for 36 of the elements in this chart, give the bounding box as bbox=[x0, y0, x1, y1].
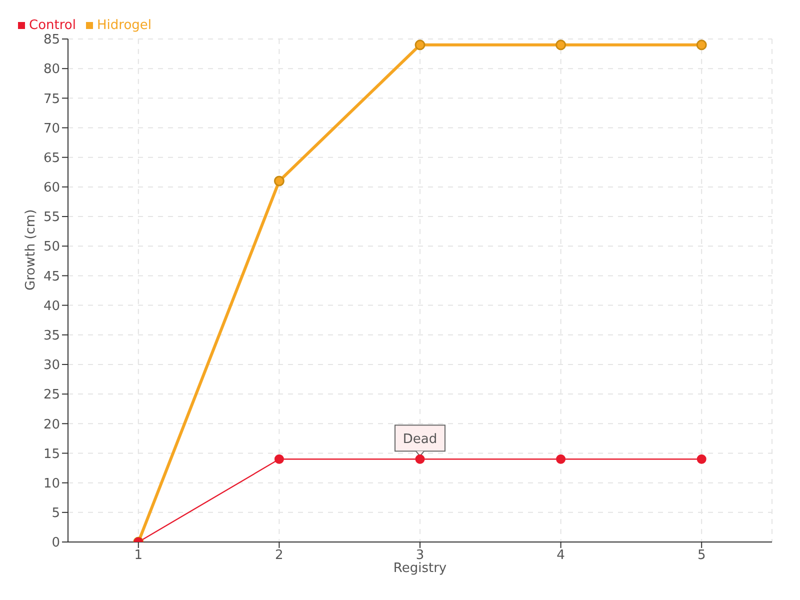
y-tick-label: 10 bbox=[43, 476, 60, 492]
point bbox=[274, 454, 284, 464]
point bbox=[696, 40, 707, 50]
point bbox=[556, 454, 566, 464]
y-tick-label: 80 bbox=[43, 62, 60, 78]
x-tick-label: 4 bbox=[556, 548, 565, 564]
x-tick-label: 1 bbox=[134, 548, 143, 564]
y-axis-title: Growth (cm) bbox=[24, 209, 39, 290]
annotation: Dead bbox=[402, 432, 438, 448]
point bbox=[274, 176, 284, 186]
y-tick-label: 30 bbox=[43, 358, 60, 374]
y-tick-label: 25 bbox=[43, 388, 60, 403]
y-tick-label: 60 bbox=[43, 180, 60, 196]
x-tick-label: 2 bbox=[275, 548, 284, 564]
legend-label: Hidrogel bbox=[97, 18, 152, 33]
y-tick-label: 70 bbox=[43, 121, 60, 136]
point bbox=[414, 40, 426, 50]
y-tick-label: 20 bbox=[43, 417, 60, 432]
y-tick-label: 55 bbox=[43, 210, 60, 226]
y-tick-label: 50 bbox=[43, 240, 60, 255]
x-axis-title: Registry bbox=[393, 561, 447, 576]
y-tick-label: 40 bbox=[43, 298, 60, 314]
x-tick-label: 5 bbox=[697, 548, 706, 564]
y-tick-label: 5 bbox=[52, 506, 60, 522]
y-tick-label: 85 bbox=[43, 32, 60, 48]
y-tick-label: 0 bbox=[52, 536, 60, 551]
y-tick-label: 35 bbox=[43, 328, 60, 344]
point bbox=[415, 454, 425, 464]
y-tick-label: 15 bbox=[43, 446, 60, 462]
y-tick-label: 45 bbox=[43, 269, 60, 284]
point bbox=[696, 454, 706, 464]
x-tick-label: 3 bbox=[416, 548, 424, 564]
y-tick-label: 65 bbox=[43, 150, 60, 166]
point bbox=[556, 40, 566, 50]
y-tick-label: 75 bbox=[43, 92, 60, 107]
legend-label: Control bbox=[29, 18, 76, 33]
